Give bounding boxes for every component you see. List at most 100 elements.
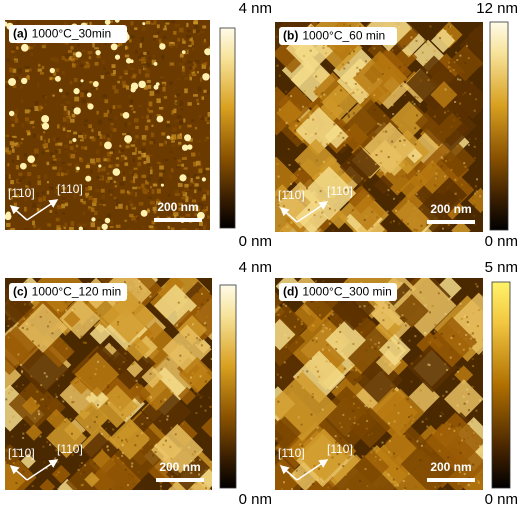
texture: [199, 405, 202, 408]
texture: [10, 196, 14, 200]
texture: [278, 108, 281, 111]
texture: [68, 152, 71, 156]
texture: [98, 131, 101, 136]
texture: [15, 143, 20, 148]
texture: [71, 63, 76, 68]
texture: [419, 355, 422, 358]
texture: [153, 91, 159, 94]
texture: [148, 56, 151, 61]
texture: [433, 184, 436, 187]
texture: [388, 440, 391, 443]
texture: [477, 479, 480, 482]
texture: [74, 382, 77, 385]
texture: [98, 404, 101, 407]
texture: [473, 145, 476, 148]
texture: [449, 423, 452, 426]
texture: [462, 348, 465, 351]
texture: [190, 471, 193, 474]
texture: [464, 165, 467, 168]
texture: [129, 39, 132, 43]
panel-title: (d) 1000°C_300 min: [283, 285, 392, 299]
colorbar: [219, 27, 236, 229]
texture: [36, 402, 39, 405]
texture: [178, 121, 183, 125]
texture: [114, 89, 119, 94]
texture: [194, 126, 198, 130]
texture: [31, 454, 34, 457]
texture: [183, 167, 188, 170]
texture: [5, 85, 10, 88]
texture: [419, 459, 422, 462]
island: [85, 175, 92, 182]
texture: [193, 20, 198, 25]
texture: [349, 24, 352, 27]
texture: [42, 95, 46, 99]
texture: [405, 40, 408, 43]
texture: [31, 340, 34, 343]
texture: [293, 325, 296, 328]
texture: [54, 149, 59, 154]
texture: [205, 315, 208, 318]
texture: [23, 318, 26, 321]
texture: [73, 400, 76, 403]
texture: [459, 451, 462, 454]
texture: [279, 463, 282, 466]
texture: [386, 193, 389, 196]
texture: [344, 94, 347, 97]
colorbar: [219, 284, 237, 489]
texture: [55, 449, 58, 452]
texture: [16, 46, 19, 50]
terrace: [364, 122, 416, 174]
texture: [175, 101, 178, 104]
texture: [129, 35, 135, 39]
texture: [114, 198, 119, 201]
colorbar-min: 0 nm: [239, 233, 272, 250]
texture: [283, 361, 286, 364]
texture: [388, 451, 391, 454]
island: [75, 51, 82, 58]
texture: [169, 81, 173, 86]
texture: [18, 75, 22, 80]
texture: [480, 93, 483, 96]
texture: [450, 58, 453, 61]
texture: [458, 442, 461, 445]
texture: [313, 214, 316, 217]
texture: [466, 436, 469, 439]
texture: [53, 158, 57, 161]
texture: [8, 137, 14, 141]
texture: [73, 447, 76, 450]
texture: [410, 414, 413, 417]
label-box: [279, 283, 397, 301]
texture: [348, 91, 351, 94]
texture: [336, 452, 339, 455]
texture: [319, 95, 322, 98]
texture: [23, 206, 27, 212]
island: [78, 226, 83, 230]
texture: [426, 488, 429, 490]
texture: [53, 137, 57, 142]
texture: [413, 207, 416, 210]
texture: [140, 36, 145, 42]
texture: [119, 75, 123, 80]
texture: [138, 280, 141, 283]
texture: [115, 301, 118, 304]
texture: [12, 159, 15, 163]
texture: [170, 168, 174, 173]
texture: [114, 183, 118, 188]
texture: [474, 283, 477, 286]
texture: [463, 91, 466, 94]
texture: [186, 60, 192, 64]
texture: [158, 162, 164, 166]
texture: [466, 321, 469, 324]
texture: [329, 328, 332, 331]
texture: [387, 189, 390, 192]
texture: [89, 21, 92, 26]
texture: [204, 61, 208, 66]
texture: [146, 119, 151, 123]
texture: [82, 211, 86, 216]
texture: [320, 100, 323, 103]
texture: [95, 189, 100, 193]
texture: [117, 105, 122, 109]
texture: [285, 90, 288, 93]
texture: [294, 129, 297, 132]
